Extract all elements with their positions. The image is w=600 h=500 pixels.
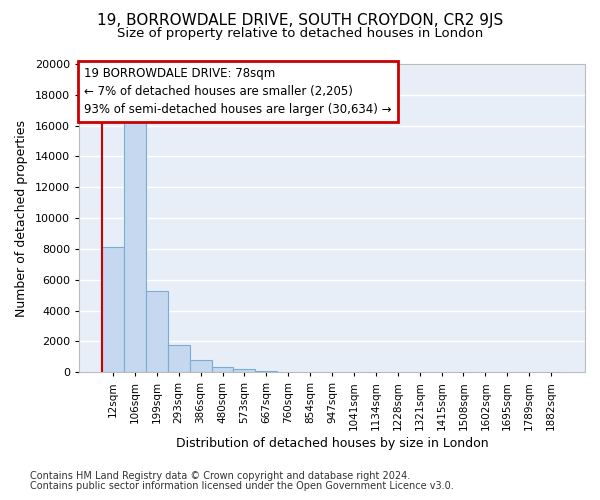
Bar bbox=[102, 248, 124, 372]
Bar bbox=[190, 360, 212, 372]
Text: Size of property relative to detached houses in London: Size of property relative to detached ho… bbox=[117, 28, 483, 40]
Y-axis label: Number of detached properties: Number of detached properties bbox=[15, 120, 28, 316]
Text: Contains HM Land Registry data © Crown copyright and database right 2024.: Contains HM Land Registry data © Crown c… bbox=[30, 471, 410, 481]
X-axis label: Distribution of detached houses by size in London: Distribution of detached houses by size … bbox=[176, 437, 488, 450]
Bar bbox=[212, 367, 233, 372]
Text: 19, BORROWDALE DRIVE, SOUTH CROYDON, CR2 9JS: 19, BORROWDALE DRIVE, SOUTH CROYDON, CR2… bbox=[97, 12, 503, 28]
Bar bbox=[233, 369, 256, 372]
Bar bbox=[256, 370, 277, 372]
Bar bbox=[124, 116, 146, 372]
Text: Contains public sector information licensed under the Open Government Licence v3: Contains public sector information licen… bbox=[30, 481, 454, 491]
Bar bbox=[146, 290, 168, 372]
Text: 19 BORROWDALE DRIVE: 78sqm
← 7% of detached houses are smaller (2,205)
93% of se: 19 BORROWDALE DRIVE: 78sqm ← 7% of detac… bbox=[84, 67, 392, 116]
Bar bbox=[168, 346, 190, 372]
